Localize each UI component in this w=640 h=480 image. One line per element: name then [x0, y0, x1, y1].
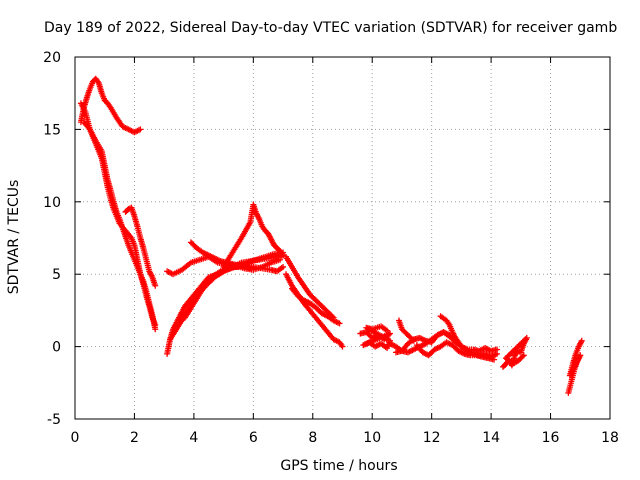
data-point — [339, 343, 346, 350]
series-arc11 — [283, 253, 337, 321]
y-tick-label: 20 — [43, 50, 61, 66]
data-point — [384, 327, 391, 334]
x-tick-label: 0 — [71, 430, 80, 446]
data-point — [409, 336, 416, 343]
plot-frame — [74, 56, 611, 420]
grid-layer — [74, 56, 611, 420]
x-tick-label: 2 — [130, 430, 139, 446]
x-tick-label: 16 — [542, 430, 560, 446]
data-point — [152, 282, 159, 289]
x-tick-label: 10 — [363, 430, 381, 446]
y-tick-label: 10 — [43, 195, 61, 211]
y-tick-label: 0 — [52, 340, 61, 356]
data-point — [464, 346, 471, 353]
x-tick-label: 4 — [189, 430, 198, 446]
data-point — [277, 256, 284, 263]
series-arc19 — [395, 317, 417, 344]
x-tick-label: 6 — [249, 430, 258, 446]
data-point — [578, 337, 585, 344]
series-arc4 — [122, 204, 159, 289]
axes: 0 2 4 6 8 10 12 14 16 18 -5 0 5 10 15 20 — [43, 50, 619, 446]
x-tick-label: 18 — [601, 430, 619, 446]
data-point — [520, 352, 527, 359]
series-arc21 — [565, 337, 585, 396]
data-point — [519, 353, 526, 360]
x-tick-label: 8 — [308, 430, 317, 446]
data-point — [152, 321, 159, 328]
y-axis-label: SDTVAR / TECUs — [6, 180, 22, 295]
chart-title: Day 189 of 2022, Sidereal Day-to-day VTE… — [44, 20, 617, 36]
data-point — [494, 346, 501, 353]
series-arc10 — [220, 201, 287, 270]
series-arc5 — [164, 262, 287, 357]
y-tick-label: 15 — [43, 122, 61, 138]
data-point — [247, 265, 254, 272]
x-axis-label: GPS time / hours — [280, 458, 397, 474]
x-tick-label: 14 — [482, 430, 500, 446]
series-arc17 — [413, 339, 498, 363]
series-arc3 — [80, 119, 159, 328]
data-point — [280, 263, 287, 270]
y-tick-label: -5 — [47, 412, 61, 428]
x-tick-label: 12 — [423, 430, 441, 446]
data-point — [336, 320, 343, 327]
series-arc18 — [437, 313, 471, 353]
data-point — [410, 337, 417, 344]
series-arc14 — [357, 323, 394, 352]
series-arc12 — [283, 271, 346, 350]
series-arc20 — [500, 334, 530, 370]
data-points — [77, 75, 585, 396]
data-point — [491, 356, 498, 363]
series-arc13 — [288, 285, 343, 327]
y-tick-label: 5 — [52, 267, 61, 283]
data-point — [137, 126, 144, 133]
